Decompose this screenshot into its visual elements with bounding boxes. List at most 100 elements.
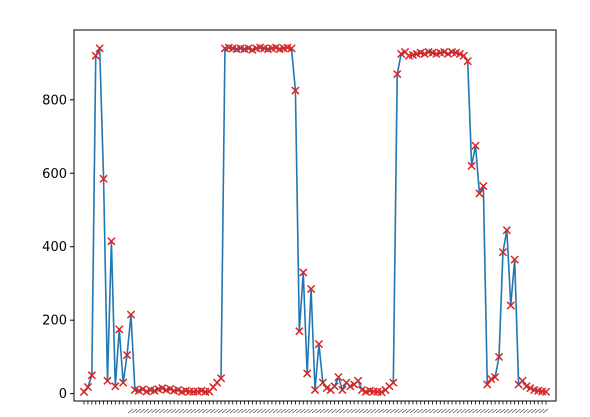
x-tick-label-mark — [155, 408, 161, 414]
x-tick-label-mark — [300, 408, 306, 414]
scatter-point — [126, 310, 136, 319]
x-tick-label-mark — [292, 408, 298, 414]
x-tick-label-mark — [503, 408, 510, 414]
y-tick-label: 400 — [42, 240, 67, 255]
x-tick-label-mark — [280, 408, 286, 414]
scatter-point — [463, 57, 472, 66]
x-tick-label-mark — [534, 408, 541, 414]
x-tick-label-mark — [347, 408, 353, 414]
x-tick-label-mark — [131, 408, 138, 414]
x-tick-label-mark — [339, 408, 345, 414]
x-tick-label-mark — [358, 408, 365, 414]
x-tick-label-mark — [139, 408, 145, 414]
x-tick-label-mark — [335, 408, 341, 414]
y-tick-label: 600 — [42, 167, 67, 182]
x-tick-label-mark — [135, 408, 142, 414]
scatter-point — [353, 376, 363, 385]
scatter-point — [122, 350, 132, 360]
x-tick-label-mark — [429, 408, 435, 414]
scatter-point — [138, 385, 147, 394]
scatter-point — [502, 226, 511, 235]
x-tick-label-mark — [527, 408, 533, 414]
x-tick-label-mark — [515, 408, 521, 414]
x-tick-label-mark — [260, 408, 267, 414]
x-tick-label-mark — [202, 408, 208, 414]
scatter-point — [291, 86, 300, 95]
x-tick-label-mark — [382, 408, 388, 414]
scatter-point — [490, 372, 500, 382]
x-tick-label-mark — [448, 408, 455, 414]
x-tick-label-mark — [425, 408, 431, 414]
x-tick-label-mark — [241, 408, 247, 414]
x-tick-label-mark — [484, 408, 490, 414]
x-tick-label-mark — [213, 408, 220, 414]
x-tick-label-mark — [256, 408, 263, 414]
x-tick-label-mark — [237, 408, 243, 414]
x-tick-label-mark — [491, 408, 498, 414]
x-tick-label-mark — [464, 408, 470, 414]
x-tick-label-mark — [390, 408, 396, 414]
x-tick-label-mark — [323, 408, 329, 414]
x-tick-label-mark — [413, 408, 420, 414]
x-tick-label-mark — [444, 408, 451, 414]
x-tick-label-mark — [151, 408, 157, 414]
scatter-point — [498, 248, 508, 257]
x-tick-label-mark — [476, 408, 482, 414]
x-tick-label-mark — [362, 408, 369, 414]
x-tick-label-mark — [245, 408, 251, 414]
x-tick-label-mark — [487, 408, 494, 414]
x-tick-label-mark — [206, 408, 212, 414]
scatter-point — [483, 380, 492, 389]
x-tick-label-mark — [276, 408, 282, 414]
scatter-point — [506, 301, 515, 310]
x-tick-label-mark — [417, 408, 423, 414]
scatter-point — [107, 237, 116, 246]
x-tick-label-mark — [452, 408, 459, 414]
x-tick-label-mark — [331, 408, 337, 414]
y-tick-label: 200 — [42, 314, 67, 329]
y-tick-label: 0 — [59, 387, 67, 402]
x-tick-label-mark — [147, 408, 153, 414]
scatter-point — [318, 378, 327, 387]
scatter-point — [103, 376, 112, 385]
x-tick-label-mark — [519, 408, 525, 414]
axes-frame — [73, 29, 557, 402]
x-tick-label-mark — [194, 408, 200, 414]
x-tick-label-mark — [394, 408, 400, 414]
x-tick-label-mark — [272, 408, 279, 414]
x-tick-label-mark — [209, 408, 216, 414]
x-tick-label-mark — [480, 408, 486, 414]
scatter-point — [87, 371, 96, 380]
x-tick-label-mark — [315, 408, 322, 414]
x-tick-label-mark — [433, 408, 439, 414]
x-tick-label-mark — [163, 408, 169, 414]
scatter-point — [299, 268, 308, 277]
scatter-point — [338, 385, 347, 395]
x-tick-label-mark — [178, 408, 185, 414]
scatter-point — [389, 378, 398, 387]
scatter-point — [95, 44, 104, 53]
scatter-point — [467, 161, 476, 171]
x-tick-label-mark — [159, 408, 165, 414]
x-tick-label-mark — [405, 408, 412, 414]
scatter-point — [216, 374, 226, 383]
x-tick-label-mark — [386, 408, 392, 414]
x-tick-label-mark — [409, 408, 416, 414]
scatter-point — [494, 352, 504, 362]
scatter-point — [393, 69, 402, 79]
x-tick-label-mark — [268, 408, 275, 414]
scatter-point — [287, 44, 296, 53]
x-tick-label-mark — [170, 408, 177, 414]
scatter-point — [479, 181, 488, 191]
x-tick-label-mark — [319, 408, 326, 414]
x-tick-label-mark — [190, 408, 196, 414]
plot-area — [79, 43, 551, 397]
x-tick-label-mark — [182, 408, 189, 414]
x-tick-label-mark — [143, 408, 149, 414]
x-tick-label-mark — [350, 408, 357, 414]
scatter-point — [295, 327, 304, 336]
scatter-point — [99, 174, 108, 183]
x-tick-label-mark — [507, 408, 513, 414]
